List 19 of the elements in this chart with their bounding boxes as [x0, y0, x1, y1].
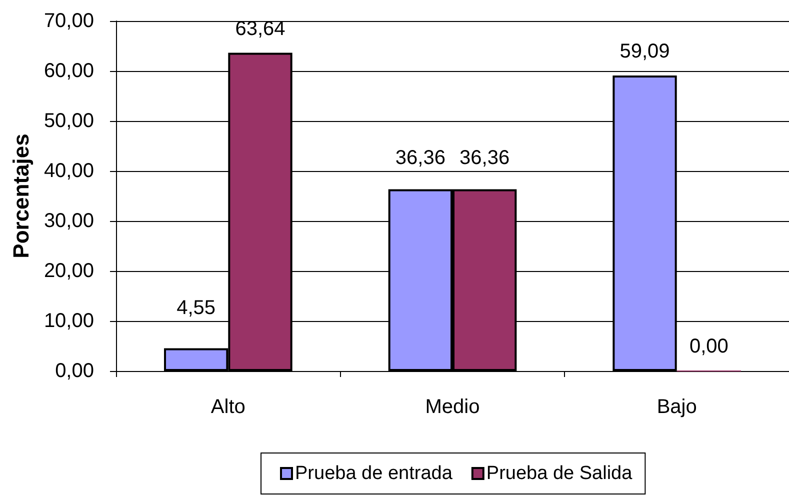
data-label: 4,55: [176, 297, 216, 319]
y-tick-label: 10,00: [44, 310, 94, 332]
data-label: 0,00: [689, 336, 728, 358]
legend-label: Prueba de entrada: [295, 463, 453, 484]
data-label: 36,36: [395, 147, 446, 169]
y-axis-title: Porcentajes: [8, 134, 34, 258]
y-tick-label: 60,00: [44, 60, 94, 82]
y-tick-label: 20,00: [44, 260, 94, 282]
y-tick-label: 30,00: [44, 210, 94, 232]
x-tick-label: Bajo: [656, 396, 697, 418]
y-tick-label: 0,00: [55, 360, 94, 382]
legend-label: Prueba de Salida: [486, 463, 633, 484]
data-label: 36,36: [460, 147, 510, 169]
y-tick-label: 40,00: [44, 160, 94, 182]
x-tick-label: Medio: [425, 396, 480, 418]
y-tick-label: 50,00: [44, 110, 94, 132]
y-tick-label: 70,00: [44, 10, 94, 32]
x-tick-label: Alto: [210, 396, 246, 418]
data-label: 59,09: [620, 40, 670, 63]
